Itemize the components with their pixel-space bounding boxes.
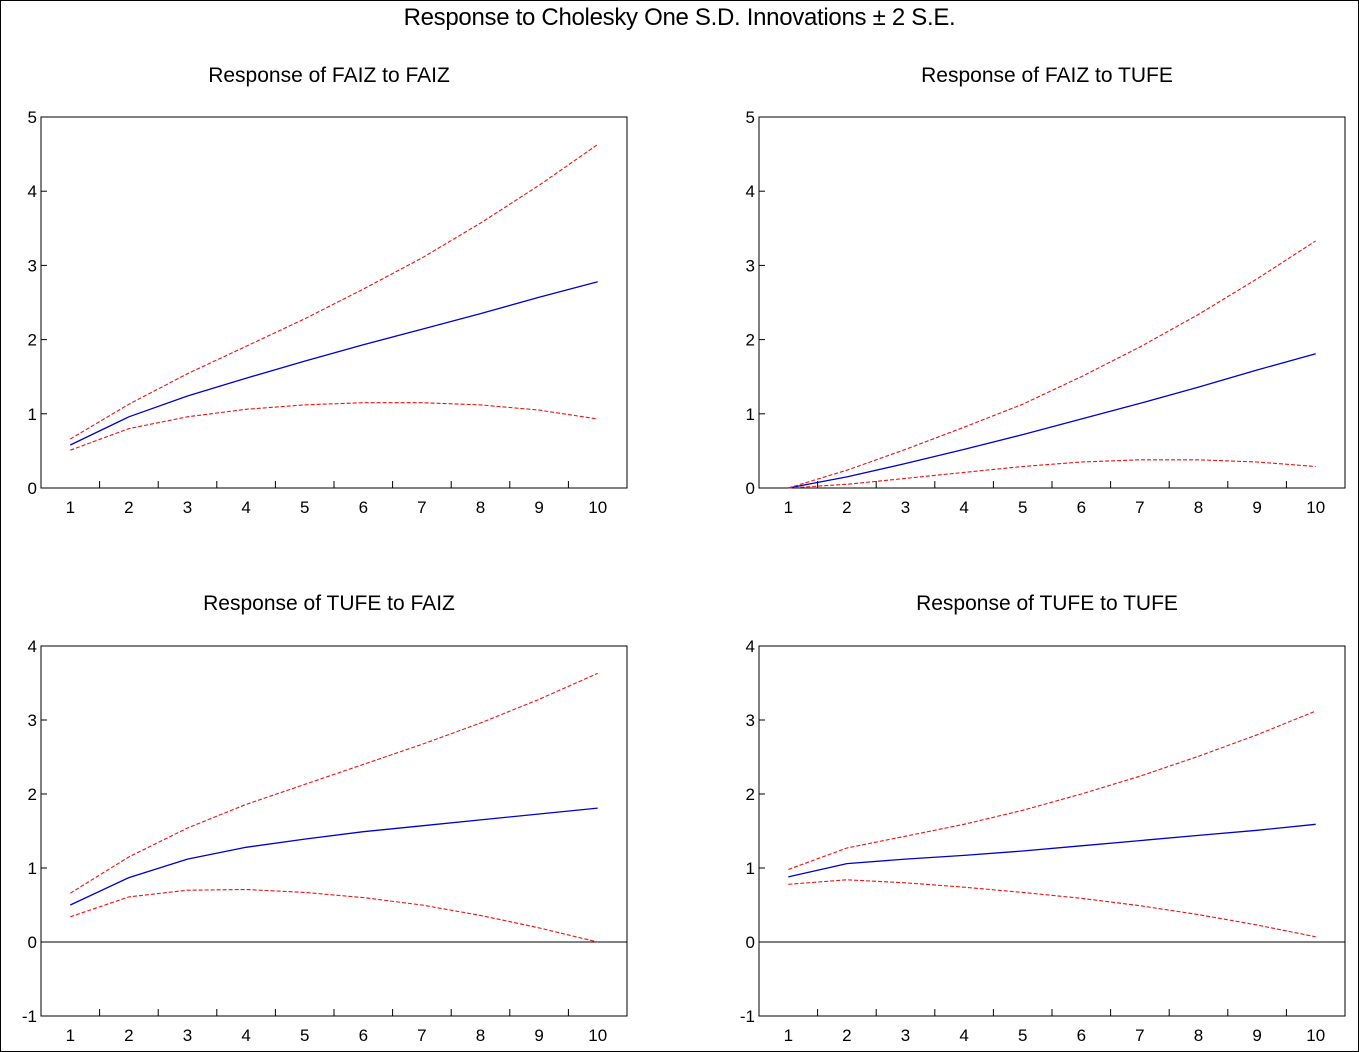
x-tick-label: 2: [842, 498, 851, 517]
panel-title: Response of TUFE to TUFE: [916, 592, 1178, 615]
x-tick-label: 6: [1077, 498, 1086, 517]
plot-frame: [758, 116, 1346, 489]
x-tick-label: 10: [1306, 1026, 1325, 1045]
y-tick-label: 1: [28, 859, 37, 878]
x-tick-label: 4: [241, 498, 250, 517]
band-lower-line: [788, 459, 1316, 489]
x-tick-label: 9: [534, 498, 543, 517]
y-tick-label: -1: [740, 1007, 755, 1026]
x-tick-label: 8: [476, 1026, 485, 1045]
y-tick-label: 4: [28, 182, 37, 201]
y-tick-label: 0: [746, 933, 755, 952]
x-tick-label: 10: [588, 1026, 607, 1045]
figure-title: Response to Cholesky One S.D. Innovation…: [403, 4, 956, 31]
y-tick-label: 4: [28, 637, 37, 656]
x-tick-label: 7: [417, 1026, 426, 1045]
y-tick-label: 3: [746, 711, 755, 730]
y-tick-label: 1: [746, 405, 755, 424]
x-tick-label: 4: [241, 1026, 250, 1045]
x-tick-label: 5: [300, 1026, 309, 1045]
band-upper-line: [70, 144, 599, 440]
plot-frame: [40, 645, 628, 1017]
response-line: [788, 823, 1316, 878]
x-tick-label: 8: [1194, 1026, 1203, 1045]
x-tick-label: 6: [359, 498, 368, 517]
x-tick-label: 4: [959, 498, 968, 517]
plot-frame: [40, 116, 628, 489]
y-tick-label: 2: [746, 785, 755, 804]
band-lower-line: [788, 879, 1316, 938]
y-tick-label: 5: [746, 108, 755, 127]
x-tick-label: 9: [1252, 498, 1261, 517]
x-tick-label: 8: [1194, 498, 1203, 517]
y-tick-label: 3: [746, 256, 755, 275]
x-tick-label: 2: [124, 1026, 133, 1045]
x-tick-label: 4: [959, 1026, 968, 1045]
x-tick-label: 2: [124, 498, 133, 517]
y-tick-label: 0: [746, 479, 755, 498]
x-tick-label: 1: [784, 1026, 793, 1045]
band-upper-line: [70, 672, 598, 894]
panel-1: Response of FAIZ to FAIZ 0 1 2 3 4 5 1 2 3 4 5 6 7 8 9 1…: [28, 64, 628, 517]
panel-title: Response of FAIZ to TUFE: [921, 64, 1173, 87]
x-tick-label: 2: [842, 1026, 851, 1045]
plot-frame: [758, 645, 1346, 1017]
y-tick-label: 3: [28, 711, 37, 730]
x-tick-label: 10: [1306, 498, 1325, 517]
response-line: [788, 353, 1316, 489]
x-tick-label: 7: [1135, 498, 1144, 517]
x-tick-label: 3: [901, 1026, 910, 1045]
band-lower-line: [70, 402, 598, 451]
x-tick-label: 9: [1252, 1026, 1261, 1045]
y-tick-label: 2: [28, 331, 37, 350]
y-tick-label: 2: [746, 331, 755, 350]
y-tick-label: 0: [28, 479, 37, 498]
panel-title: Response of FAIZ to FAIZ: [208, 64, 450, 87]
x-tick-label: 5: [1018, 1026, 1027, 1045]
panel-4: Response of TUFE to TUFE -1 0 1 2 3 4 1 2 3 4 5 6 7 8 9…: [740, 592, 1346, 1045]
x-tick-label: 8: [476, 498, 485, 517]
band-upper-line: [788, 710, 1316, 871]
x-tick-label: 9: [534, 1026, 543, 1045]
response-line: [70, 281, 598, 446]
x-tick-label: 1: [66, 498, 75, 517]
x-tick-label: 6: [1077, 1026, 1086, 1045]
band-upper-line: [788, 240, 1316, 489]
x-tick-label: 10: [588, 498, 607, 517]
panel-3: Response of TUFE to FAIZ -1 0 1 2 3 4 1 2 3 4 5 6 7 8 9…: [22, 592, 628, 1045]
y-tick-label: 4: [746, 637, 755, 656]
y-tick-label: 5: [28, 108, 37, 127]
panel-title: Response of TUFE to FAIZ: [203, 592, 455, 615]
x-tick-label: 7: [417, 498, 426, 517]
y-tick-label: 1: [746, 859, 755, 878]
panel-2: Response of FAIZ to TUFE 0 1 2 3 4 5 1 2 3 4 5 6 7 8 9 1…: [746, 64, 1346, 517]
y-tick-label: 3: [28, 256, 37, 275]
y-tick-label: 1: [28, 405, 37, 424]
y-tick-label: 4: [746, 182, 755, 201]
x-tick-label: 1: [784, 498, 793, 517]
response-line: [70, 807, 598, 906]
y-tick-label: 2: [28, 785, 37, 804]
x-tick-label: 3: [183, 498, 192, 517]
x-tick-label: 5: [1018, 498, 1027, 517]
x-tick-label: 1: [66, 1026, 75, 1045]
x-tick-label: 7: [1135, 1026, 1144, 1045]
x-tick-label: 5: [300, 498, 309, 517]
band-lower-line: [70, 888, 598, 943]
x-tick-label: 6: [359, 1026, 368, 1045]
y-tick-label: 0: [28, 933, 37, 952]
x-tick-label: 3: [183, 1026, 192, 1045]
y-tick-label: -1: [22, 1007, 37, 1026]
x-tick-label: 3: [901, 498, 910, 517]
